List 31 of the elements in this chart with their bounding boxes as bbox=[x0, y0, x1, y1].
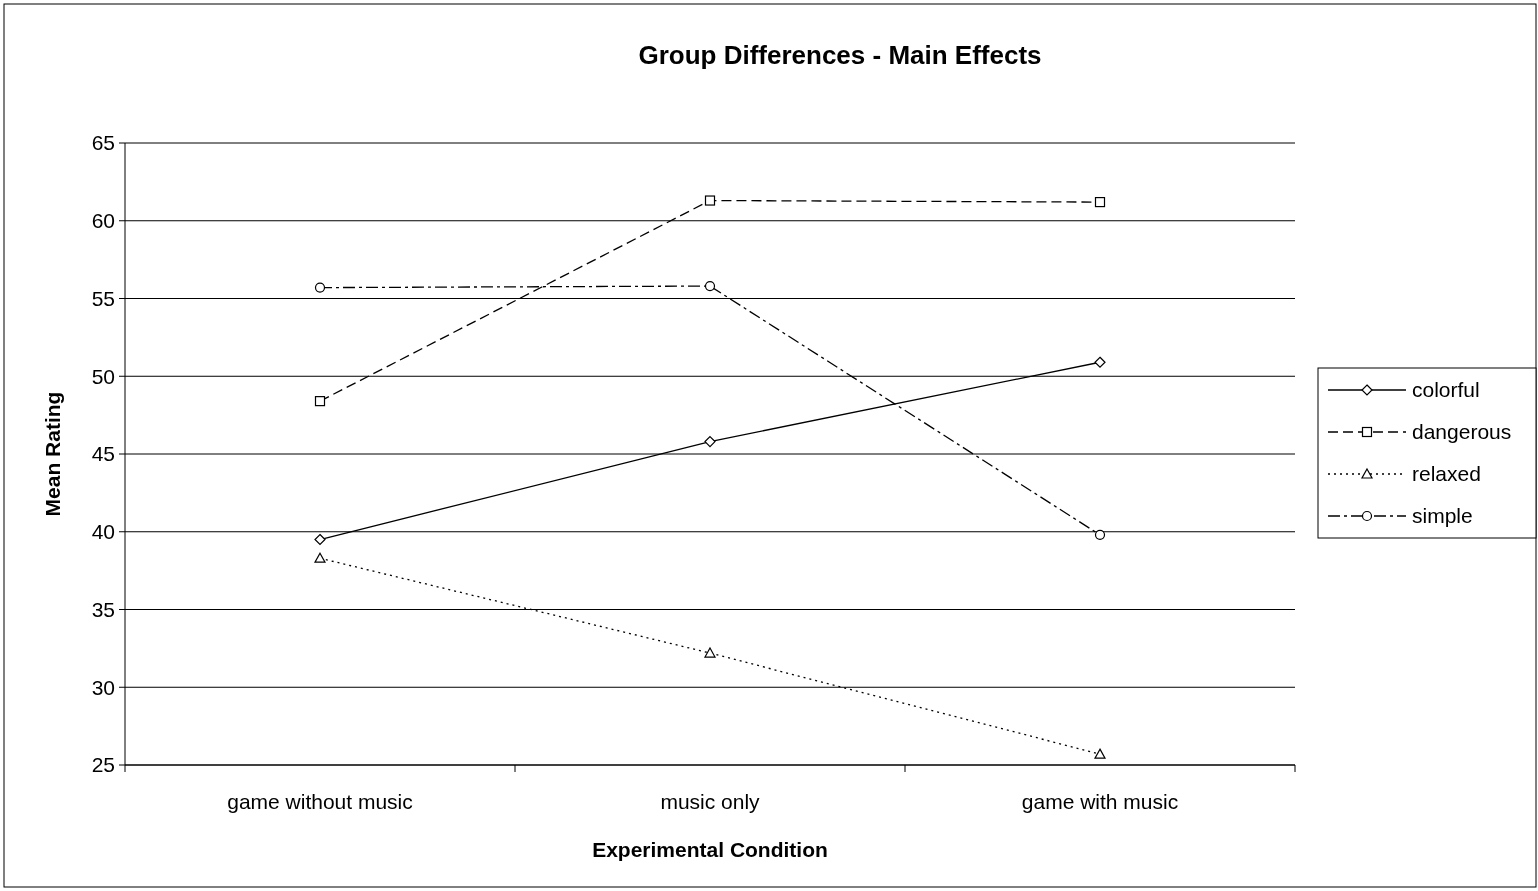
point bbox=[1094, 748, 1106, 759]
point bbox=[314, 396, 326, 407]
legend-label: colorful bbox=[1412, 378, 1480, 402]
y-tick-label: 35 bbox=[91, 597, 115, 621]
y-tick-label: 30 bbox=[91, 675, 115, 699]
y-axis-title: Mean Rating bbox=[41, 391, 64, 517]
legend-label: relaxed bbox=[1412, 462, 1481, 486]
y-tick-label: 50 bbox=[91, 364, 115, 388]
point bbox=[1094, 196, 1106, 208]
point bbox=[704, 647, 716, 658]
legend-label: dangerous bbox=[1412, 420, 1512, 444]
x-tick-label: music only bbox=[660, 790, 761, 813]
point bbox=[704, 435, 716, 448]
point bbox=[314, 533, 326, 546]
x-tick-label: game without music bbox=[227, 790, 413, 813]
y-tick-label: 25 bbox=[91, 753, 115, 777]
y-tick-label: 60 bbox=[91, 209, 115, 233]
legend-label: simple bbox=[1412, 504, 1473, 528]
x-axis-title: Experimental Condition bbox=[592, 838, 828, 861]
point bbox=[704, 280, 716, 292]
point bbox=[1094, 356, 1106, 368]
y-tick-label: 40 bbox=[91, 520, 115, 544]
chart-title: Group Differences - Main Effects bbox=[638, 40, 1042, 70]
point bbox=[314, 282, 326, 293]
y-tick-label: 55 bbox=[91, 286, 115, 310]
y-tick-label: 65 bbox=[91, 131, 115, 155]
point bbox=[314, 552, 326, 563]
point bbox=[704, 195, 716, 206]
x-tick-label: game with music bbox=[1021, 790, 1179, 813]
y-tick-label: 45 bbox=[91, 442, 115, 466]
point bbox=[1094, 529, 1106, 540]
